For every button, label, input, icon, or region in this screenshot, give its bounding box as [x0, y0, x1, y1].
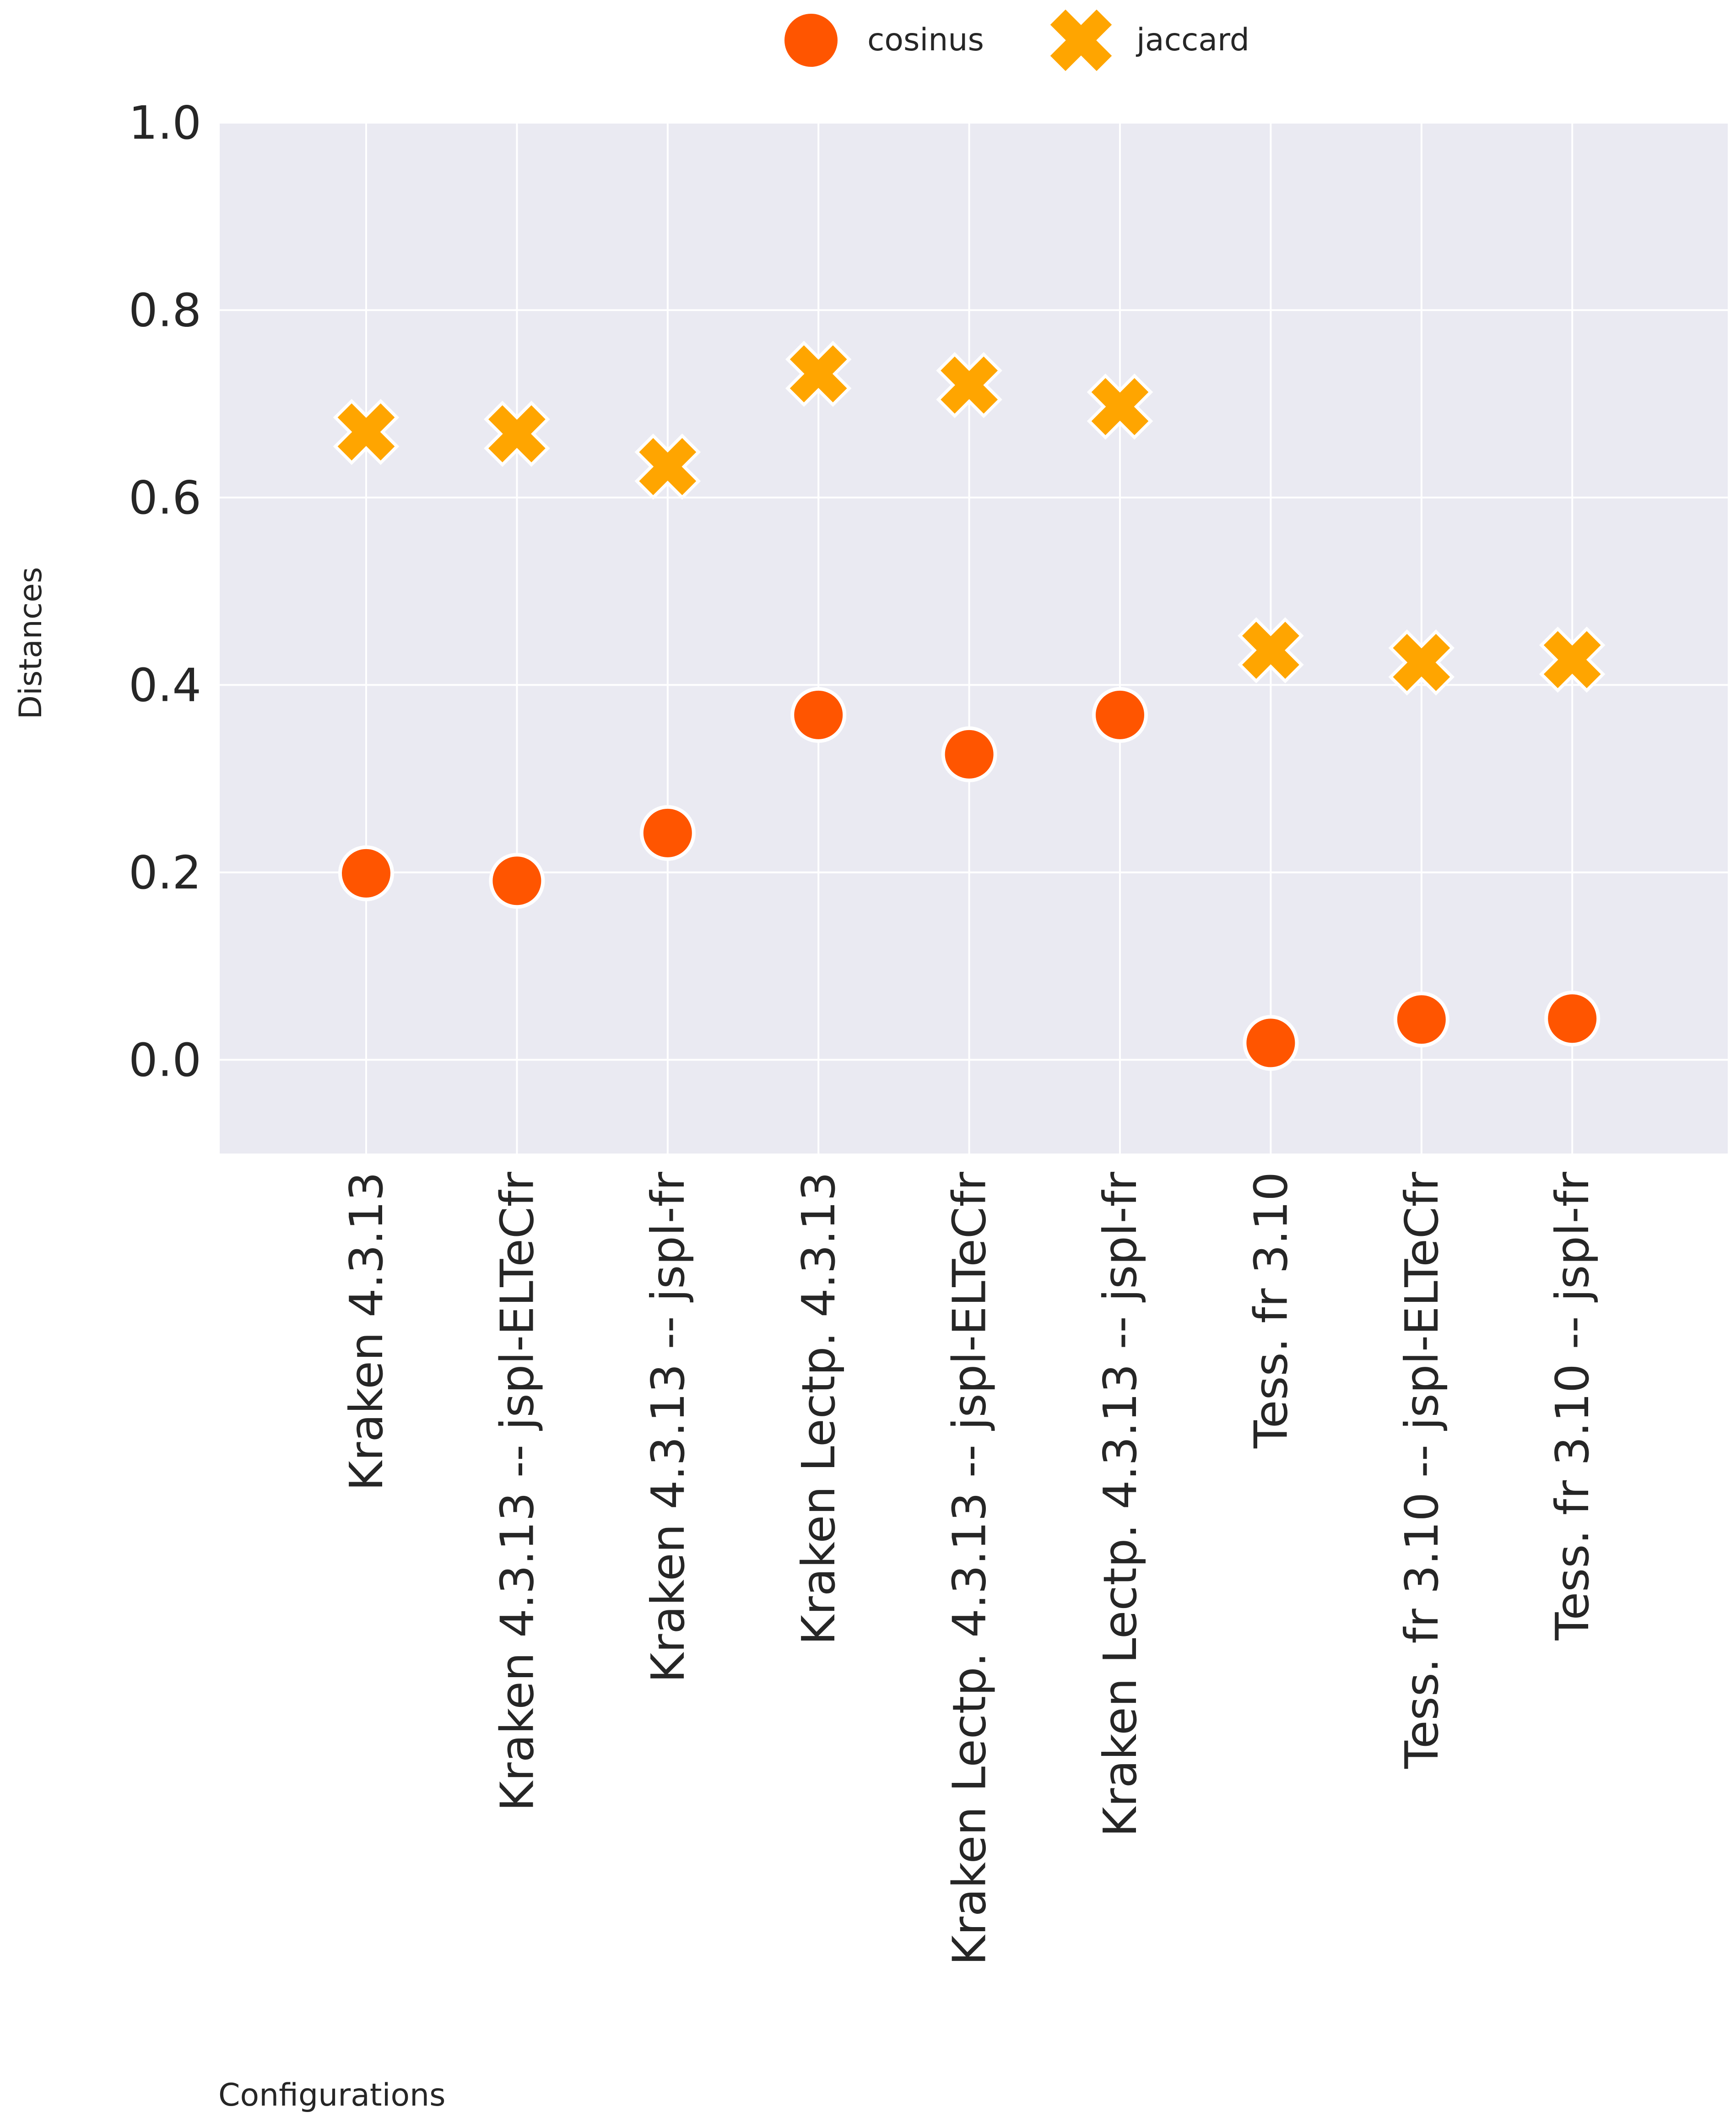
- point-cosinus-kraken-lectp-4-3-13-jspl-fr: [1092, 687, 1148, 743]
- y-tick-label: 0.2: [129, 846, 201, 899]
- point-jaccard-tess-fr-3-10-jspl-fr: [1539, 626, 1606, 693]
- legend-label-jaccard: jaccard: [1136, 22, 1249, 58]
- point-cosinus-kraken-lectp-4-3-13-jspl-eltecfr: [941, 726, 997, 782]
- y-tick-label: 0.4: [129, 658, 201, 712]
- x-tick-label: Tess. fr 3.10 -- jspl-ELTeCfr: [1395, 1171, 1449, 1769]
- x-tick-label: Kraken 4.3.13 -- jspl-ELTeCfr: [490, 1171, 544, 1811]
- point-cosinus-kraken-lectp-4-3-13: [790, 687, 847, 743]
- x-axis-title: Configurations: [218, 2077, 446, 2113]
- y-tick-label: 0.8: [129, 283, 201, 337]
- point-jaccard-kraken-4-3-13-jspl-fr: [634, 433, 701, 500]
- legend: cosinus jaccard: [781, 5, 1249, 76]
- point-cosinus-kraken-4-3-13-jspl-eltecfr: [489, 853, 545, 909]
- point-cosinus-kraken-4-3-13-jspl-fr: [639, 805, 696, 861]
- point-jaccard-kraken-4-3-13: [333, 399, 400, 465]
- x-tick-label: Tess. fr 3.10 -- jspl-fr: [1546, 1171, 1599, 1641]
- x-tick-label: Tess. fr 3.10: [1244, 1172, 1298, 1449]
- point-cosinus-tess-fr-3-10-jspl-eltecfr: [1393, 991, 1449, 1048]
- point-jaccard-kraken-4-3-13-jspl-eltecfr: [484, 401, 550, 467]
- legend-marker-cosinus: [781, 10, 841, 70]
- legend-x-icon: [1045, 5, 1117, 76]
- y-tick-label: 1.0: [129, 96, 201, 150]
- point-cosinus-kraken-4-3-13: [338, 845, 394, 901]
- y-tick-label: 0.0: [129, 1033, 201, 1087]
- point-jaccard-tess-fr-3-10-jspl-eltecfr: [1388, 629, 1455, 696]
- point-jaccard-tess-fr-3-10: [1238, 617, 1304, 683]
- y-tick-label: 0.6: [129, 471, 201, 525]
- legend-marker-jaccard: [1045, 5, 1117, 76]
- x-tick-label: Kraken 4.3.13: [340, 1172, 393, 1491]
- x-tick-label: Kraken Lectp. 4.3.13 -- jspl-fr: [1093, 1171, 1147, 1837]
- x-tick-labels: Kraken 4.3.13 Kraken 4.3.13 -- jspl-ELTeC…: [340, 1171, 1599, 1966]
- y-tick-labels: 1.0 0.8 0.6 0.4 0.2 0.0: [129, 96, 201, 1087]
- plot-area: [220, 123, 1728, 1154]
- point-jaccard-kraken-lectp-4-3-13-jspl-eltecfr: [936, 352, 1002, 418]
- point-jaccard-kraken-lectp-4-3-13-jspl-fr: [1087, 374, 1153, 440]
- x-tick-label: Kraken Lectp. 4.3.13 -- jspl-ELTeCfr: [943, 1171, 996, 1966]
- legend-label-cosinus: cosinus: [867, 22, 984, 58]
- marks-layer: [333, 341, 1606, 1071]
- x-tick-label: Kraken Lectp. 4.3.13: [792, 1172, 845, 1645]
- point-cosinus-tess-fr-3-10: [1243, 1015, 1299, 1071]
- y-axis-title: Distances: [13, 567, 49, 720]
- legend-circle-icon: [781, 10, 841, 70]
- point-cosinus-tess-fr-3-10-jspl-fr: [1544, 991, 1601, 1047]
- x-tick-label: Kraken 4.3.13 -- jspl-fr: [641, 1171, 695, 1683]
- point-jaccard-kraken-lectp-4-3-13: [785, 341, 852, 407]
